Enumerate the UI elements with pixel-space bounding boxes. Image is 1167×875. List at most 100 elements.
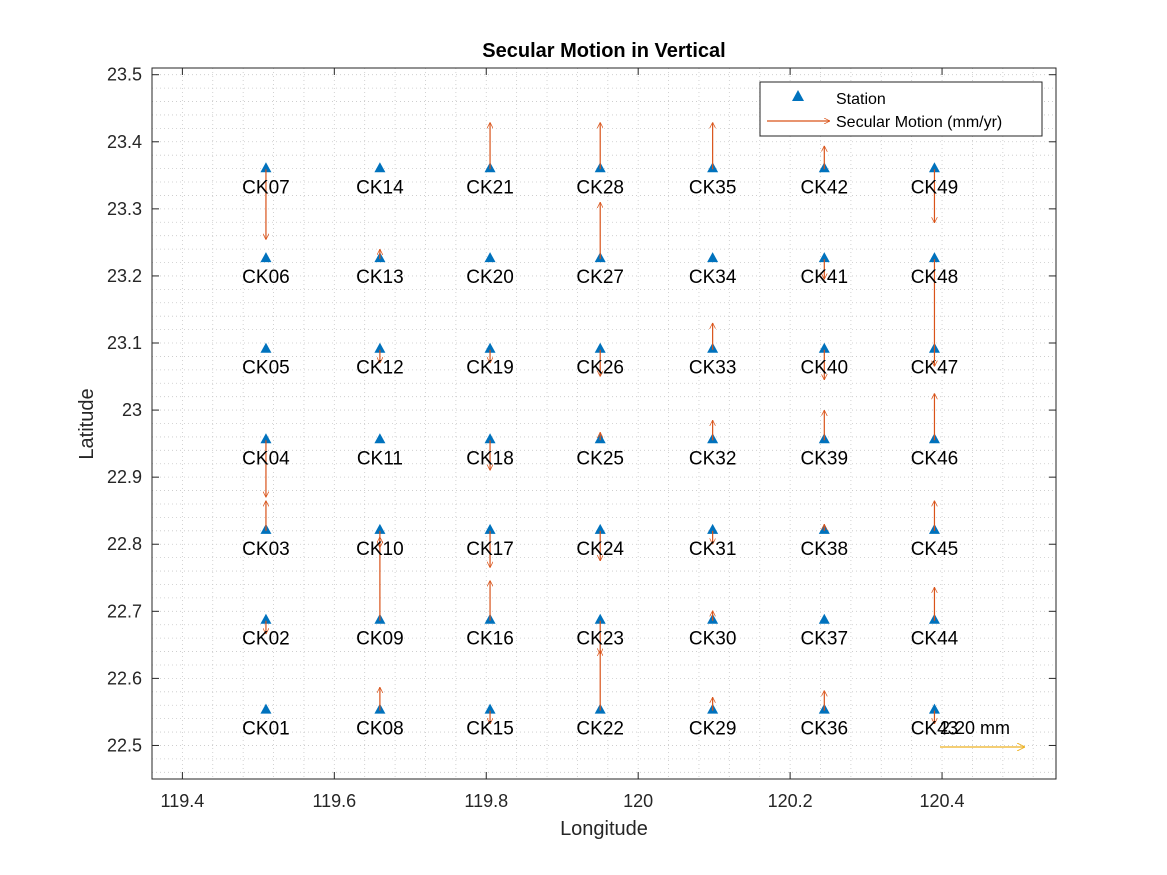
station-marker [707, 252, 719, 263]
station-marker [594, 613, 606, 624]
station-marker [928, 703, 940, 714]
station-marker [928, 252, 940, 263]
station-label: CK05 [242, 358, 290, 379]
station-label: CK42 [801, 177, 849, 198]
y-tick-label: 23.5 [107, 65, 142, 85]
station-label: CK40 [801, 358, 849, 379]
station-label: CK19 [466, 358, 514, 379]
x-tick-label: 119.8 [464, 791, 508, 811]
station-label: CK46 [911, 448, 959, 469]
station-marker [260, 613, 272, 624]
station-marker [484, 342, 496, 353]
station-label: CK07 [242, 177, 290, 198]
station-label: CK29 [689, 719, 737, 740]
y-tick-label: 23.3 [107, 199, 142, 219]
station-label: CK24 [576, 539, 624, 560]
station-marker [818, 252, 830, 263]
station-label: CK30 [689, 629, 737, 650]
station-marker [484, 523, 496, 534]
station-label: CK14 [356, 177, 404, 198]
station-label: CK23 [576, 629, 624, 650]
station-label: CK21 [466, 177, 514, 198]
station-marker [374, 342, 386, 353]
station-label: CK37 [801, 629, 849, 650]
station-label: CK36 [801, 719, 849, 740]
station-label: CK20 [466, 267, 514, 288]
station-marker [707, 523, 719, 534]
y-tick-label: 23.2 [107, 266, 142, 286]
y-tick-label: 23.1 [107, 333, 142, 353]
station-label: CK06 [242, 267, 290, 288]
station-marker [818, 613, 830, 624]
station-marker [260, 252, 272, 263]
station-label: CK34 [689, 267, 737, 288]
station-marker [484, 433, 496, 444]
station-label: CK16 [466, 629, 514, 650]
station-label: CK08 [356, 719, 404, 740]
legend: Station Secular Motion (mm/yr) [759, 81, 1043, 137]
station-marker [260, 703, 272, 714]
station-label: CK33 [689, 358, 737, 379]
station-marker [260, 342, 272, 353]
y-tick-label: 23.4 [107, 132, 142, 152]
station-label: CK44 [911, 629, 959, 650]
x-tick-label: 119.4 [161, 791, 205, 811]
y-axis-label: Latitude [76, 388, 98, 459]
x-tick-label: 120.4 [920, 791, 965, 811]
station-label: CK38 [801, 539, 849, 560]
legend-box [759, 81, 1043, 137]
station-marker [374, 433, 386, 444]
station-label: CK02 [242, 629, 290, 650]
station-label: CK35 [689, 177, 737, 198]
station-marker [594, 342, 606, 353]
grid [151, 68, 1056, 779]
scale-arrow: 2.20 mm [940, 718, 1025, 747]
axis-ticks: 119.4 119.6 119.8 120 120.2 120.4 22.5 22.6 22.7… [107, 65, 1056, 811]
station-label: CK47 [911, 358, 959, 379]
station-label: CK10 [356, 539, 404, 560]
station-label: CK26 [576, 358, 624, 379]
station-marker [260, 433, 272, 444]
scale-arrow-label: 2.20 mm [940, 718, 1010, 738]
y-tick-label: 22.8 [107, 534, 142, 554]
station-label: CK09 [356, 629, 404, 650]
station-label: CK27 [576, 267, 624, 288]
legend-arrow-label: Secular Motion (mm/yr) [836, 114, 1002, 131]
legend-station-label: Station [836, 91, 886, 108]
station-marker [374, 162, 386, 173]
station-label: CK18 [466, 448, 514, 469]
station-label: CK28 [576, 177, 624, 198]
station-label: CK15 [466, 719, 514, 740]
y-tick-label: 22.5 [107, 735, 142, 755]
y-tick-label: 22.9 [107, 467, 142, 487]
station-label: CK48 [911, 267, 959, 288]
station-label: CK32 [689, 448, 737, 469]
station-label: CK45 [911, 539, 959, 560]
plot-frame [151, 67, 1057, 780]
x-tick-label: 120.2 [768, 791, 813, 811]
station-label: CK22 [576, 719, 624, 740]
station-marker [928, 162, 940, 173]
x-axis-label: Longitude [560, 818, 648, 840]
station-label: CK01 [242, 719, 290, 740]
station-label: CK12 [356, 358, 404, 379]
chart-marks: CK01 CK02 CK03 CK04 CK05 CK06 CK07 CK08 CK09 CK10… [242, 122, 959, 740]
x-tick-label: 120 [623, 791, 653, 811]
station-marker [260, 162, 272, 173]
y-tick-label: 23 [122, 400, 142, 420]
station-label: CK25 [576, 448, 624, 469]
legend-station-marker [792, 90, 804, 101]
station-label: CK39 [801, 448, 849, 469]
y-tick-label: 22.7 [107, 601, 142, 621]
y-tick-label: 22.6 [107, 668, 142, 688]
chart-title: Secular Motion in Vertical [482, 40, 725, 62]
station-label: CK04 [242, 448, 290, 469]
station-marker [484, 703, 496, 714]
station-label: CK03 [242, 539, 290, 560]
station-marker [818, 342, 830, 353]
station-label: CK17 [466, 539, 514, 560]
station-label: CK13 [356, 267, 404, 288]
station-label: CK43 [911, 719, 959, 740]
x-tick-label: 119.6 [312, 791, 356, 811]
